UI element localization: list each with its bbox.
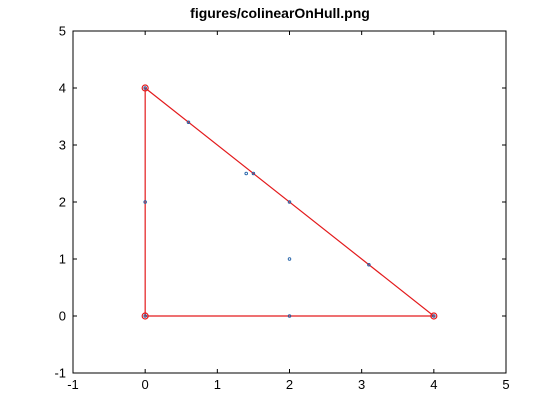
hull-vertex-marker (141, 84, 149, 92)
data-point (143, 314, 147, 318)
hull-vertex-marker (141, 312, 149, 320)
y-tick-label: 5 (59, 24, 66, 39)
x-tick-label: 4 (430, 377, 437, 392)
y-tick-label: 1 (59, 252, 66, 267)
axis-ticks: -1 0 1 2 3 4 5 -1 0 1 2 3 4 5 (54, 24, 509, 393)
x-tick-label: 2 (286, 377, 293, 392)
x-tick-label: 5 (502, 377, 509, 392)
chart-title: figures/colinearOnHull.png (190, 5, 370, 21)
data-point (287, 200, 292, 204)
data-point (143, 86, 147, 90)
data-point (251, 171, 256, 176)
data-point (244, 171, 248, 176)
data-point (367, 262, 371, 267)
y-tick-label: 2 (59, 195, 66, 210)
x-tick-label: -1 (67, 377, 79, 392)
hull-line (144, 86, 436, 317)
hull-vertex-marker (430, 312, 438, 320)
data-point (432, 314, 436, 318)
data-point (287, 314, 292, 318)
points-layer (143, 86, 436, 318)
data-point (186, 120, 191, 124)
x-tick-label: 0 (142, 377, 149, 392)
y-tick-label: -1 (54, 366, 66, 381)
y-tick-label: 4 (59, 81, 66, 96)
data-point (287, 257, 292, 261)
x-tick-label: 1 (214, 377, 221, 392)
y-tick-label: 0 (59, 309, 66, 324)
hull-layer (141, 84, 438, 320)
x-tick-label: 3 (358, 377, 365, 392)
y-tick-label: 3 (59, 138, 66, 153)
data-point (143, 200, 147, 204)
